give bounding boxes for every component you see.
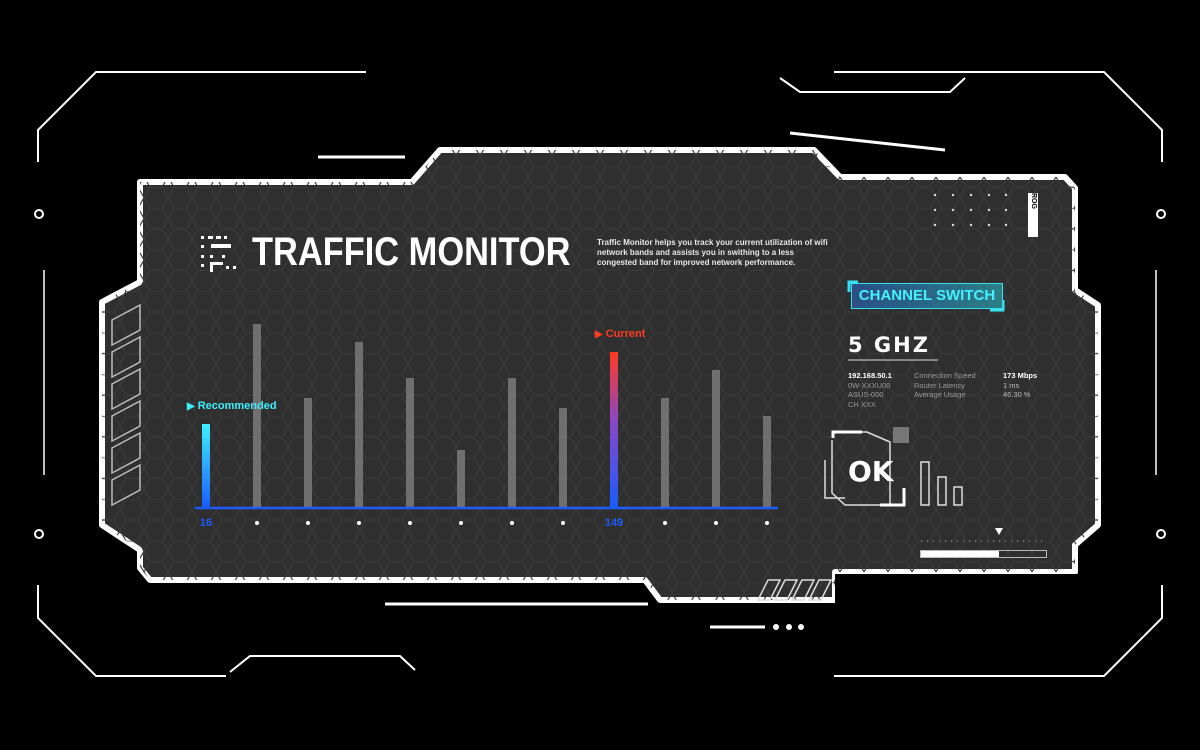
bar-8 [610,352,618,508]
bar-0 [202,424,210,508]
network-id: 0W-XXXU00 [848,380,891,390]
x-tick-dot [765,521,769,525]
x-tick-dot [357,521,361,525]
progress-fill [921,551,999,557]
arrow-icon: ▶ [595,329,603,340]
x-tick-dot [408,521,412,525]
channel-switch-button[interactable]: CHANNEL SWITCH [851,283,1003,309]
annotation-recommended: ▶ Recommended [187,400,277,412]
bar-11 [763,416,771,508]
rog-tag: ROG [1028,193,1038,237]
ip-address: 192.168.50.1 [848,371,892,380]
bar-9 [661,398,669,508]
network-info-labels: Connection Speed Router Latency Average … [914,371,976,400]
page-title: TRAFFIC MONITOR [252,230,571,274]
x-tick-label: 149 [604,517,624,529]
traffic-logo-icon [201,236,236,272]
label-router-latency: Router Latency [914,380,965,390]
bar-4 [406,378,414,508]
bar-2 [304,398,312,508]
x-tick-dot [561,521,565,525]
x-tick-dot [663,521,667,525]
router-name: ASUS-000 [848,390,884,399]
bar-5 [457,450,465,508]
bar-7 [559,408,567,508]
value-average-usage: 46.30 % [1003,390,1031,399]
label-connection-speed: Connection Speed [914,371,976,380]
annotation-current: ▶ Current [595,328,645,340]
x-tick-dot [306,521,310,525]
channel-id: CH XXX [848,399,876,409]
bar-3 [355,342,363,508]
annotation-label: Recommended [197,400,277,412]
value-router-latency: 1 ms [1003,380,1020,390]
bar-1 [253,324,261,508]
network-info-values: 173 Mbps 1 ms 46.30 % [1003,371,1037,400]
value-connection-speed: 173 Mbps [1003,371,1038,380]
x-tick-dot [459,521,463,525]
x-tick-dot [510,521,514,525]
arrow-icon: ▶ [187,401,195,412]
x-tick-dot [255,521,259,525]
bar-10 [712,370,720,508]
bar-6 [508,378,516,508]
label-average-usage: Average Usage [914,390,966,399]
band-label: 5 GHZ [848,333,930,357]
x-tick-dot [714,521,718,525]
usage-progress-bar [920,550,1047,558]
x-tick-label: 16 [199,517,213,529]
page-description: Traffic Monitor helps you track your cur… [597,238,828,267]
channel-usage-chart [195,324,778,510]
network-info-col1: 192.168.50.1 0W-XXXU00 ASUS-000 CH XXX [848,371,892,409]
status-ok: OK [848,455,894,488]
annotation-label: Current [605,328,646,340]
